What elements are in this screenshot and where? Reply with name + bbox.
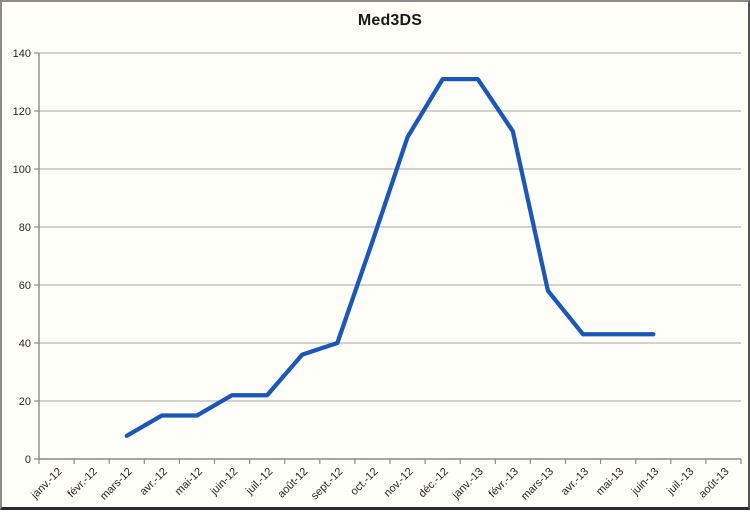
series-line <box>124 76 656 438</box>
y-axis-tick-label: 80 <box>19 222 31 234</box>
x-axis-tick-label: févr.-13 <box>487 466 521 500</box>
x-axis-tick-label: avr.-13 <box>559 466 591 498</box>
x-axis-tick-label: mars-12 <box>98 466 135 503</box>
x-axis-tick-label: avr.-12 <box>138 466 170 498</box>
y-axis-tick-label: 100 <box>13 164 31 176</box>
y-axis-tick-label: 120 <box>13 106 31 118</box>
y-axis-tick-label: 140 <box>13 48 31 60</box>
chart-title: Med3DS <box>357 12 423 29</box>
x-axis-tick-label: août-12 <box>276 466 311 501</box>
x-axis-tick-label: août-13 <box>697 466 732 501</box>
x-axis-tick-label: sept.-12 <box>309 466 346 503</box>
x-axis-tick-label: oct.-12 <box>348 466 380 498</box>
x-axis-tick-label: juil.-12 <box>243 466 275 498</box>
x-axis-tick-label: mai-13 <box>594 466 626 498</box>
x-axis-tick-label: juin-12 <box>208 466 241 499</box>
y-axis-tick-label: 0 <box>25 454 31 466</box>
x-axis-tick-label: févr.-12 <box>65 466 99 500</box>
x-axis-tick-label: déc.-12 <box>416 466 450 500</box>
x-axis-tick-label: juil.-13 <box>664 466 696 498</box>
x-axis-tick-label: janv.-12 <box>28 466 64 502</box>
y-axis-tick-label: 60 <box>19 280 31 292</box>
x-axis-tick-label: mai-12 <box>173 466 205 498</box>
x-axis-tick-label: nov.-12 <box>382 466 416 500</box>
x-axis-tick-label: mars-13 <box>519 466 556 503</box>
y-axis-tick-label: 20 <box>19 396 31 408</box>
x-axis-tick-label: janv.-13 <box>450 466 486 502</box>
y-axis-tick-label: 40 <box>19 338 31 350</box>
x-axis-tick-label: juin-13 <box>629 466 662 499</box>
